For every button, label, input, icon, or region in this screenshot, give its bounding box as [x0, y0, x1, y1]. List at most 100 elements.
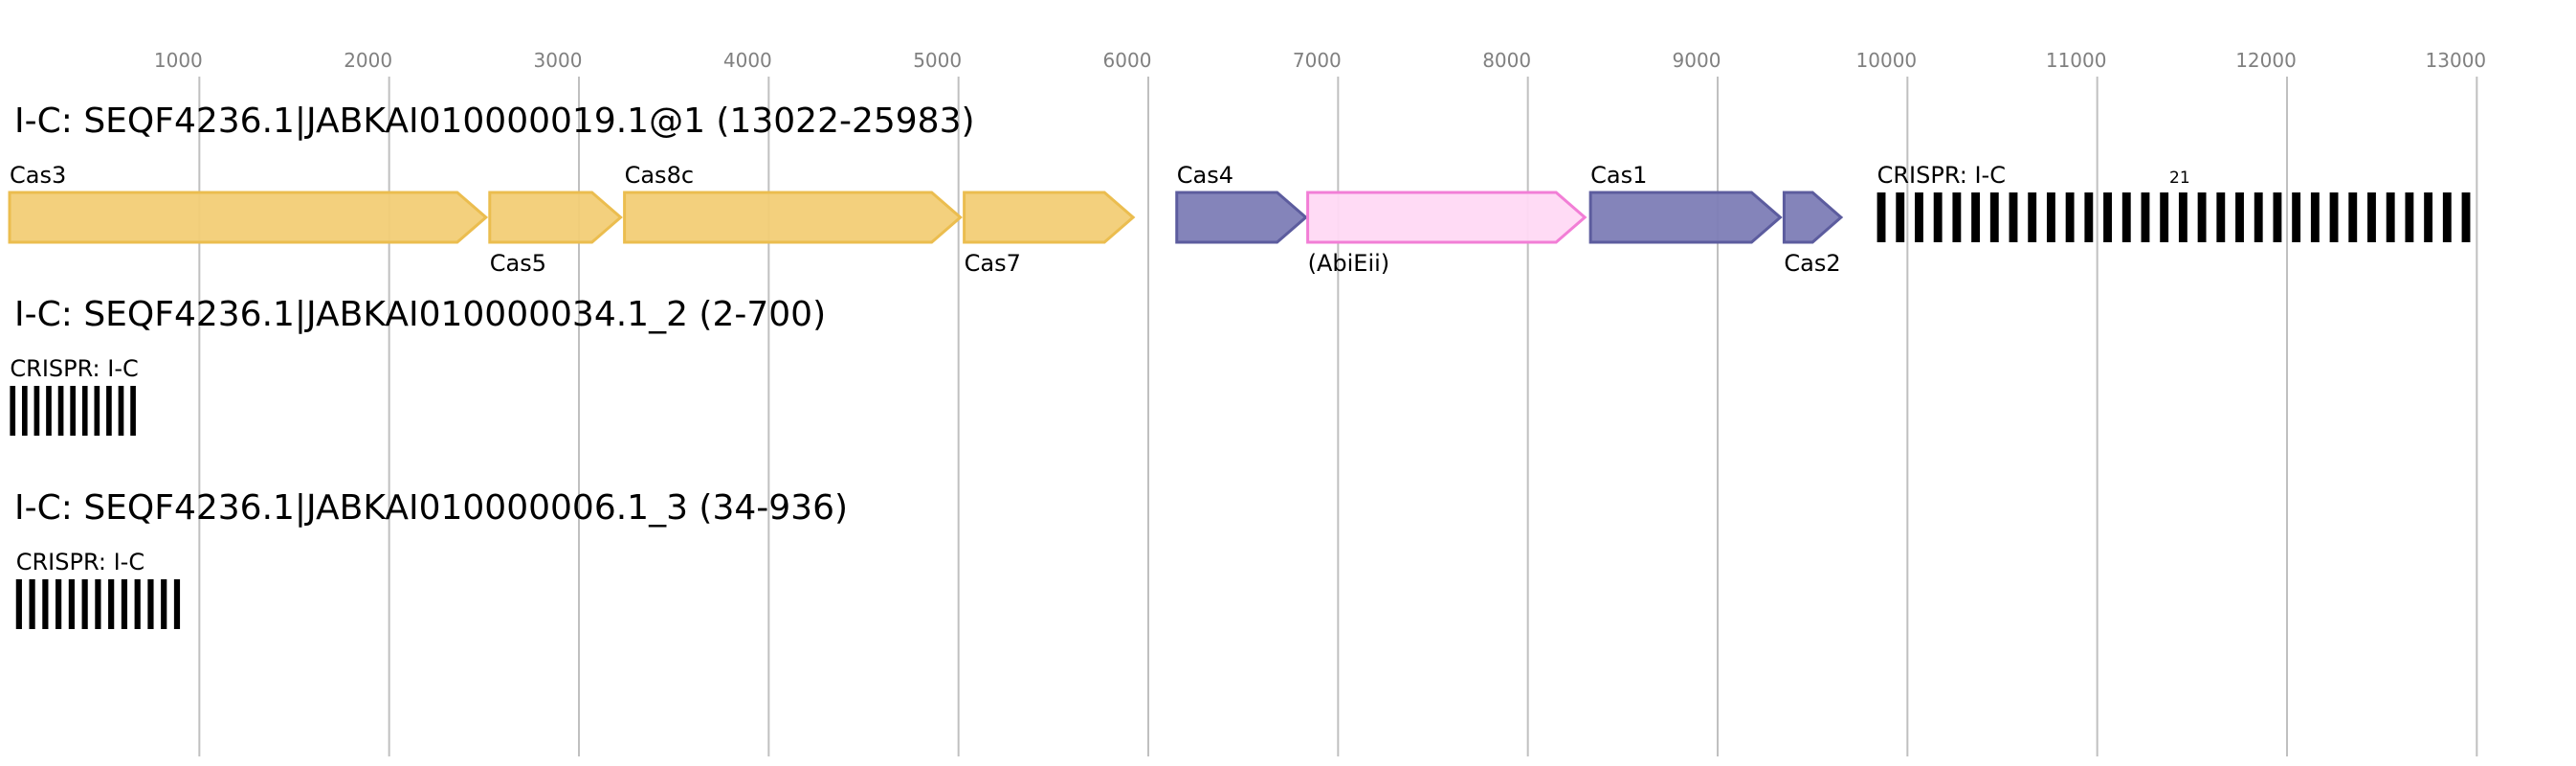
crispr-repeat — [118, 386, 124, 436]
crispr-repeat — [2367, 192, 2376, 242]
gene-label: Cas8c — [625, 162, 694, 189]
crispr-repeat — [1896, 192, 1905, 242]
crispr-repeat — [1952, 192, 1962, 242]
crispr-label: CRISPR: I-C — [1877, 162, 2006, 189]
crispr-repeat — [15, 579, 22, 629]
gene-label: (AbiEii) — [1308, 250, 1390, 277]
axis-tick-label: 9000 — [1673, 49, 1721, 72]
crispr-repeat — [42, 579, 49, 629]
crispr-repeat — [2121, 192, 2131, 242]
crispr-repeat — [106, 386, 112, 436]
crispr-repeat — [2405, 192, 2414, 242]
axis-tick-label: 3000 — [534, 49, 583, 72]
crispr-repeat — [2028, 192, 2037, 242]
crispr-repeat — [29, 579, 35, 629]
gene-arrow[interactable] — [1175, 191, 1308, 244]
crispr-repeat — [2461, 192, 2471, 242]
crispr-repeat — [21, 386, 28, 436]
crispr-repeat — [2160, 192, 2169, 242]
crispr-label: CRISPR: I-C — [16, 549, 144, 575]
crispr-repeat — [121, 579, 128, 629]
locus-track: I-C: SEQF4236.1|JABKAI010000019.1@1 (130… — [8, 101, 2471, 277]
locus-tracks: I-C: SEQF4236.1|JABKAI010000019.1@1 (130… — [8, 101, 2471, 629]
axis-tick-label: 6000 — [1103, 49, 1152, 72]
locus-title: I-C: SEQF4236.1|JABKAI010000034.1_2 (2-7… — [14, 295, 826, 334]
gene-label: Cas7 — [965, 250, 1021, 277]
crispr-repeat — [2254, 192, 2263, 242]
axis-tick-label: 11000 — [2046, 49, 2107, 72]
gene-label: Cas5 — [490, 250, 546, 277]
gene-arrow[interactable] — [1782, 191, 1844, 244]
crispr-repeat — [173, 579, 181, 629]
crispr-repeat — [2386, 192, 2395, 242]
crispr-repeat — [147, 579, 154, 629]
crispr-repeat — [130, 386, 136, 436]
crispr-repeat — [108, 579, 115, 629]
crispr-repeat — [2235, 192, 2244, 242]
locus-title: I-C: SEQF4236.1|JABKAI010000019.1@1 (130… — [14, 101, 975, 141]
crispr-repeat — [81, 386, 88, 436]
crispr-repeat — [2216, 192, 2226, 242]
crispr-repeat — [2329, 192, 2339, 242]
gene-arrow[interactable] — [488, 191, 623, 244]
axis-tick-label: 10000 — [1856, 49, 1918, 72]
crispr-repeat — [2046, 192, 2055, 242]
crispr-repeat — [56, 579, 62, 629]
axis-tick-label: 7000 — [1293, 49, 1342, 72]
axis-tick-label: 12000 — [2235, 49, 2297, 72]
gene-label: Cas2 — [1784, 250, 1840, 277]
crispr-array[interactable] — [10, 386, 136, 436]
gene-label: Cas1 — [1590, 162, 1647, 189]
crispr-repeat — [70, 386, 76, 436]
crispr-repeat — [1933, 192, 1943, 242]
axis-tick-label: 1000 — [154, 49, 203, 72]
crispr-repeat — [2273, 192, 2282, 242]
axis-tick-label: 5000 — [913, 49, 962, 72]
axis-tick-label: 13000 — [2426, 49, 2487, 72]
gene-arrow[interactable] — [963, 191, 1136, 244]
gene-arrow[interactable] — [1306, 191, 1588, 244]
crispr-repeat — [46, 386, 52, 436]
gene-arrow[interactable] — [8, 191, 489, 244]
locus-title: I-C: SEQF4236.1|JABKAI010000006.1_3 (34-… — [14, 488, 848, 528]
crispr-repeat-count: 21 — [2169, 169, 2190, 188]
crispr-repeat — [2348, 192, 2358, 242]
crispr-repeat — [2178, 192, 2187, 242]
crispr-repeat — [2442, 192, 2452, 242]
crispr-repeat — [134, 579, 141, 629]
crispr-repeat — [94, 386, 100, 436]
crispr-array[interactable] — [15, 579, 181, 629]
crispr-repeat — [95, 579, 101, 629]
crispr-repeat — [1915, 192, 1923, 242]
axis-tick-label: 8000 — [1482, 49, 1531, 72]
gene-label: Cas3 — [10, 162, 66, 189]
crispr-array[interactable] — [1876, 192, 2471, 242]
crispr-repeat — [2103, 192, 2112, 242]
axis-tick-label: 2000 — [344, 49, 392, 72]
crispr-repeat — [2197, 192, 2207, 242]
crispr-repeat — [1876, 192, 1886, 242]
crispr-repeat — [2310, 192, 2320, 242]
crispr-label: CRISPR: I-C — [10, 355, 138, 382]
crispr-repeat — [33, 386, 40, 436]
axis-tick-label: 4000 — [723, 49, 772, 72]
crispr-repeat — [1989, 192, 1999, 242]
crispr-repeat — [2141, 192, 2150, 242]
gene-arrow[interactable] — [623, 191, 963, 244]
crispr-repeat — [81, 579, 88, 629]
crispr-repeat — [161, 579, 167, 629]
gene-arrow[interactable] — [1588, 191, 1783, 244]
crispr-repeat — [2424, 192, 2433, 242]
crispr-repeat — [10, 386, 16, 436]
crispr-repeat — [2292, 192, 2301, 242]
crispr-repeat — [2009, 192, 2018, 242]
locus-track: I-C: SEQF4236.1|JABKAI010000034.1_2 (2-7… — [10, 295, 826, 436]
crispr-repeat — [57, 386, 64, 436]
crispr-repeat — [2065, 192, 2075, 242]
crispr-repeat — [1971, 192, 1981, 242]
crispr-repeat — [2084, 192, 2094, 242]
coordinate-grid: 1000 2000 3000 4000 5000 6000 7000 8000 9000 1000… — [154, 49, 2486, 756]
gene-label: Cas4 — [1177, 162, 1233, 189]
crispr-repeat — [68, 579, 75, 629]
